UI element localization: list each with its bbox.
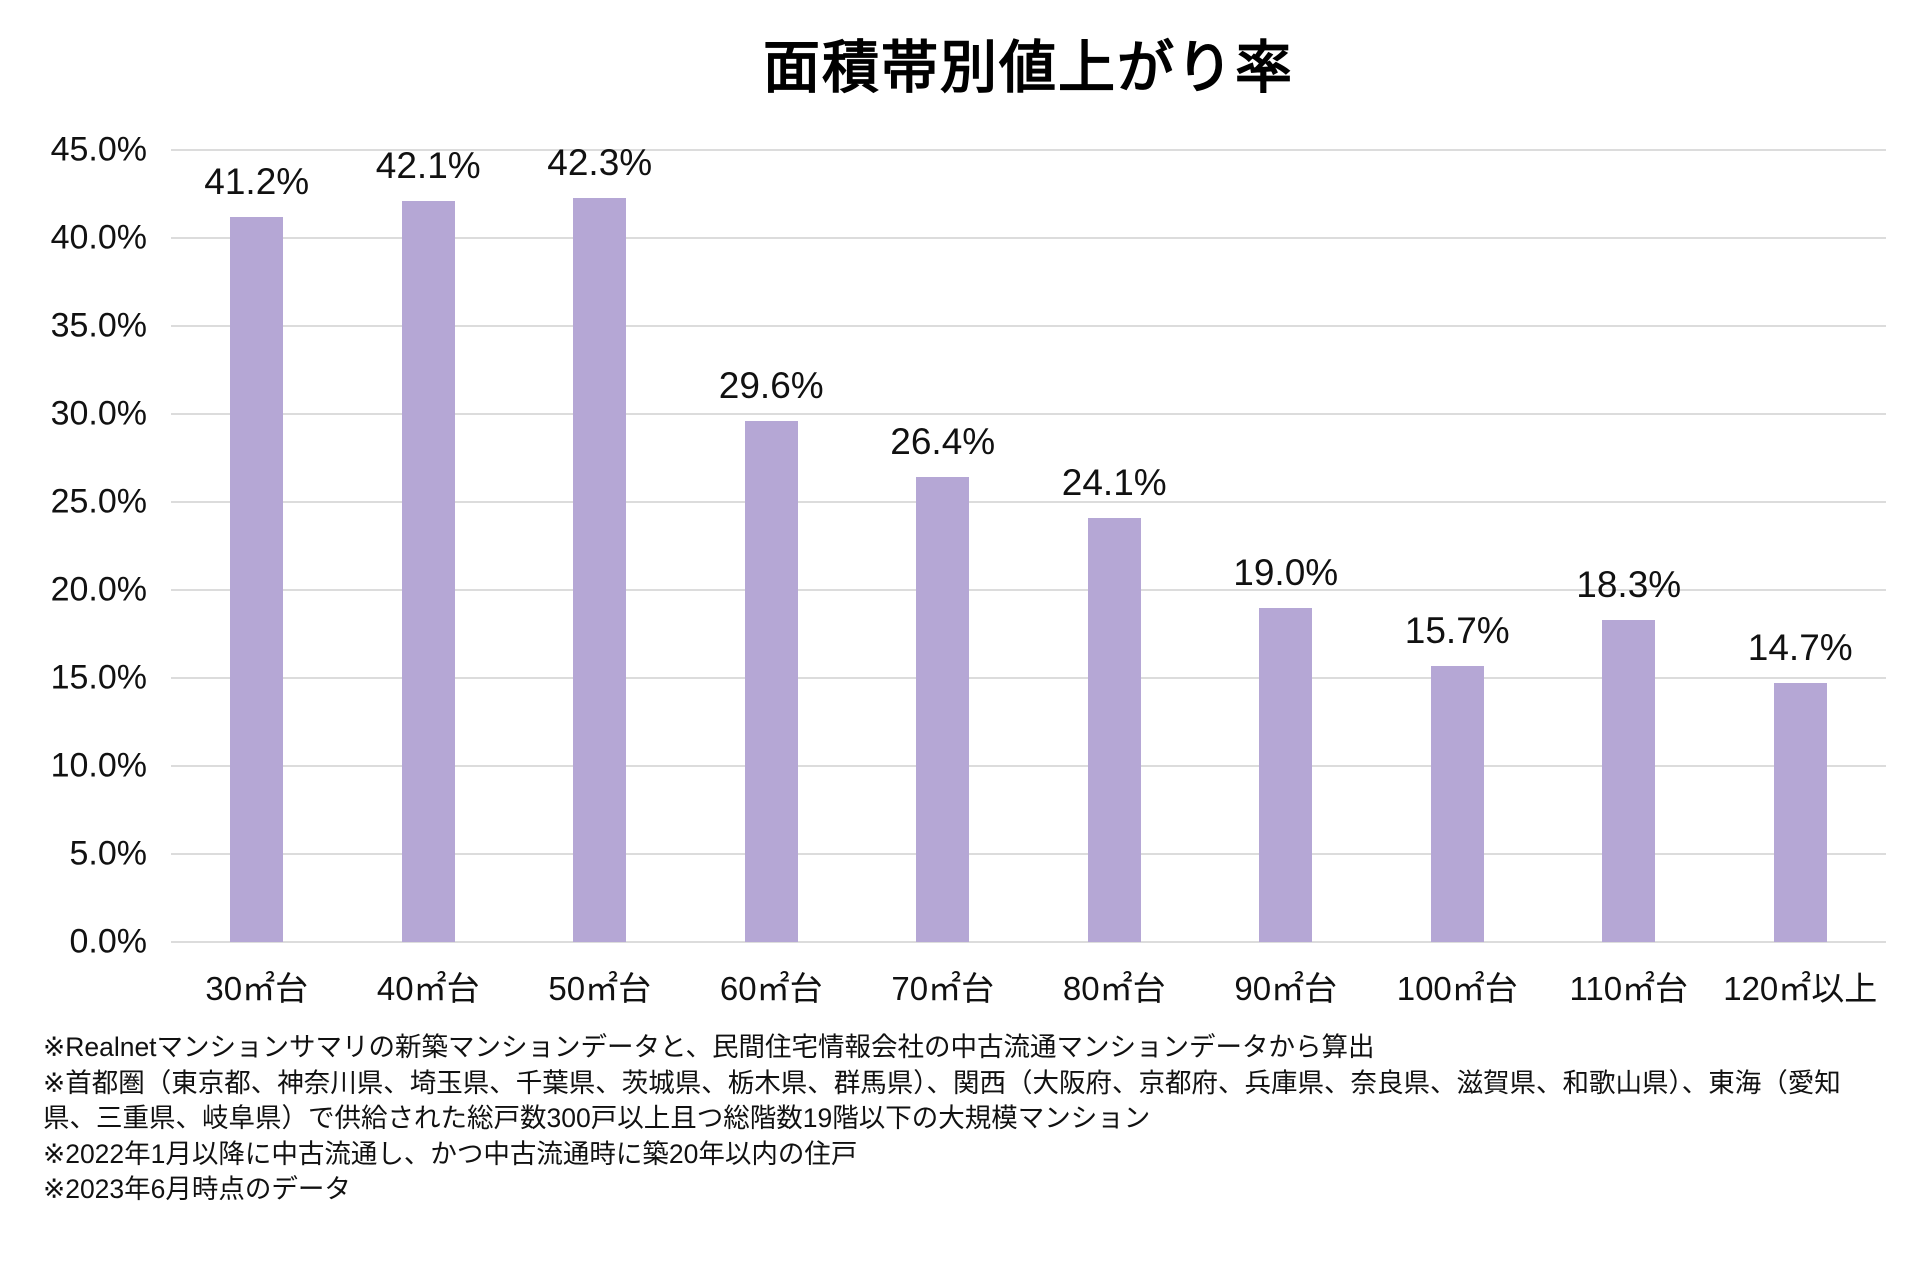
y-axis-tick-label: 25.0% <box>50 482 147 521</box>
y-axis-tick-label: 40.0% <box>50 218 147 257</box>
y-axis-tick-label: 45.0% <box>50 130 147 169</box>
footnote-line: ※Realnetマンションサマリの新築マンションデータと、民間住宅情報会社の中古… <box>43 1032 1375 1062</box>
bar-value-label: 42.1% <box>375 145 481 187</box>
x-axis-category-label: 40㎡台 <box>376 970 480 1007</box>
bar <box>573 197 627 942</box>
bar-group: 15.7% <box>1372 150 1544 942</box>
bar <box>401 201 455 942</box>
bar <box>1602 619 1656 942</box>
bar-value-label: 15.7% <box>1404 609 1510 651</box>
bar <box>1430 665 1484 942</box>
bar-value-label: 42.3% <box>547 141 653 183</box>
bar <box>230 216 284 942</box>
bar-group: 41.2% <box>171 150 343 942</box>
bar-value-label: 14.7% <box>1747 627 1853 669</box>
bar-value-label: 24.1% <box>1061 461 1167 503</box>
x-axis-category-label: 50㎡台 <box>548 970 652 1007</box>
bar <box>1259 607 1313 942</box>
y-axis-tick-label: 15.0% <box>50 658 147 697</box>
footnote-line: ※2023年6月時点のデータ <box>43 1174 351 1204</box>
bar-group: 26.4% <box>857 150 1029 942</box>
gridline <box>171 677 1886 679</box>
gridline <box>171 853 1886 855</box>
plot-area: 41.2% 42.1% 42.3% 29.6% 26.4% 24.1% 19.0% 15.7%… <box>171 142 1887 943</box>
x-axis-category-label: 120㎡以上 <box>1723 970 1878 1007</box>
gridline <box>171 413 1886 415</box>
footnote-line: ※2022年1月以降に中古流通し、かつ中古流通時に築20年以内の住戸 <box>43 1138 858 1169</box>
x-axis-category-label: 100㎡台 <box>1396 970 1518 1007</box>
gridline <box>171 149 1886 151</box>
bar-value-label: 18.3% <box>1576 563 1682 605</box>
bar-group: 14.7% <box>1715 150 1887 942</box>
x-axis-category-label: 90㎡台 <box>1234 970 1338 1007</box>
gridline <box>171 325 1886 327</box>
bar <box>1773 683 1827 942</box>
bar-value-label: 41.2% <box>204 160 310 202</box>
bars-row: 41.2% 42.1% 42.3% 29.6% 26.4% 24.1% 19.0% 15.7%… <box>171 142 1887 942</box>
gridline <box>171 941 1886 943</box>
bar-value-label: 19.0% <box>1233 551 1339 593</box>
bar-value-label: 26.4% <box>890 421 996 463</box>
x-axis-category-label: 80㎡台 <box>1062 970 1166 1007</box>
bar-value-label: 29.6% <box>718 365 824 407</box>
x-axis-category-label: 30㎡台 <box>205 970 309 1007</box>
bar-group: 19.0% <box>1200 150 1372 942</box>
bar-group: 18.3% <box>1543 150 1715 942</box>
bar-group: 24.1% <box>1029 150 1201 942</box>
bar-group: 29.6% <box>686 150 858 942</box>
bar <box>744 421 798 942</box>
bar-group: 42.3% <box>514 142 686 942</box>
footnote-line: ※首都圏（東京都、神奈川県、埼玉県、千葉県、茨城県、栃木県、群馬県）、関西（大阪… <box>43 1067 1841 1134</box>
gridline <box>171 765 1886 767</box>
y-axis-tick-label: 20.0% <box>50 570 147 609</box>
gridline <box>171 589 1886 591</box>
bar <box>916 477 970 942</box>
chart-title: 面積帯別値上がり率 <box>763 36 1294 100</box>
y-axis-tick-label: 5.0% <box>69 834 148 873</box>
footnotes: ※Realnetマンションサマリの新築マンションデータと、民間住宅情報会社の中古… <box>43 1030 1893 1208</box>
x-axis-category-label: 70㎡台 <box>891 970 995 1007</box>
y-axis-tick-label: 30.0% <box>50 394 147 433</box>
gridline <box>171 237 1886 239</box>
y-axis-tick-label: 10.0% <box>50 746 147 785</box>
y-axis-tick-label: 35.0% <box>50 306 147 345</box>
x-axis: 30㎡台 40㎡台 50㎡台 60㎡台 70㎡台 80㎡台 90㎡台 100㎡台 110㎡台 12… <box>171 962 1886 1010</box>
y-axis-tick-label: 0.0% <box>69 922 148 961</box>
x-axis-category-label: 60㎡台 <box>719 970 823 1007</box>
bar-group: 42.1% <box>343 145 515 942</box>
bar <box>1087 517 1141 942</box>
gridline <box>171 501 1886 503</box>
y-axis: 0.0% 5.0% 10.0% 15.0% 20.0% 25.0% 30.0% 35.0% 40… <box>0 131 148 961</box>
x-axis-category-label: 110㎡台 <box>1569 970 1689 1007</box>
